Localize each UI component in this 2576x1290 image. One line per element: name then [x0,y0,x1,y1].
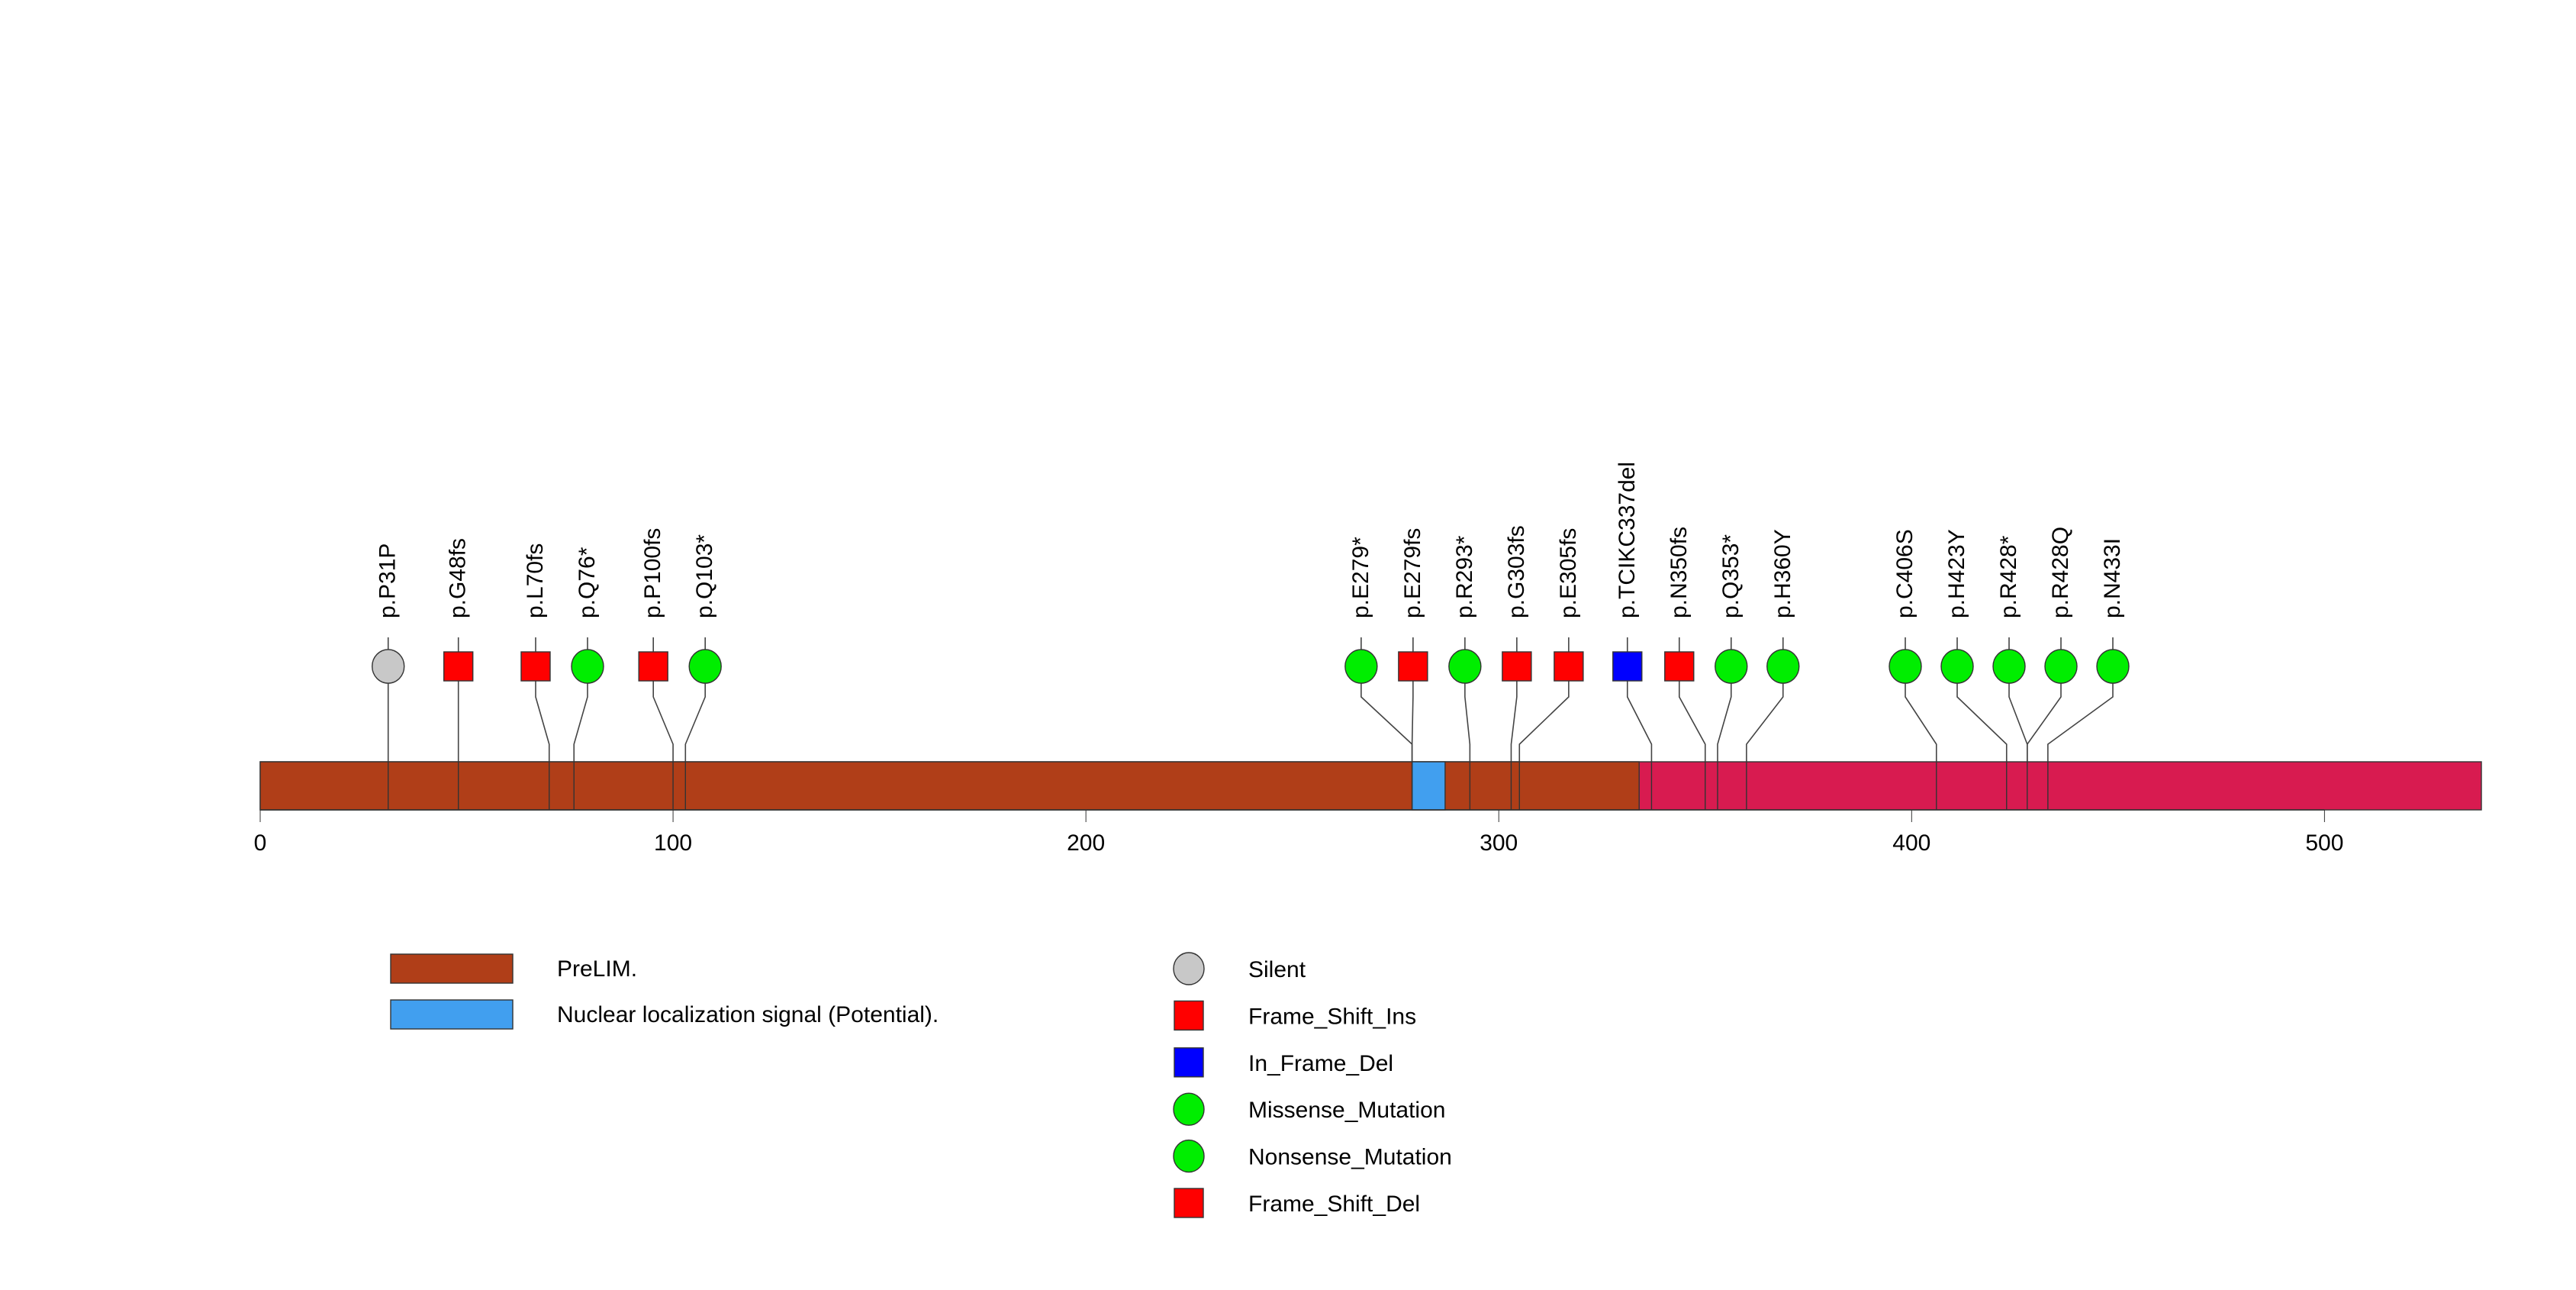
x-axis-tick-label: 400 [1892,830,1930,856]
legend-marker-circle [1173,952,1205,985]
mutation-label: p.Q76* [575,547,600,618]
x-axis-tick-label: 200 [1067,830,1105,856]
mutation-marker-circle [1715,649,1748,684]
mutation-p-tcikc337del: p.TCIKC337del [1612,462,1653,810]
legend-mutation-label: Frame_Shift_Del [1248,1192,1420,1217]
mutation-p-q103-: p.Q103* [684,534,722,810]
domain-prelim [259,761,1640,811]
legend-marker-square [1174,1000,1204,1031]
legend-domain-label: Nuclear localization signal (Potential). [557,1002,939,1027]
legend-mutation-label: Silent [1248,957,1306,982]
protein-backbone-layer [259,761,2482,811]
mutation-p-n433i: p.N433I [2047,538,2130,810]
mutation-label: p.Q103* [692,534,717,618]
legend-domain-swatch [390,953,514,984]
mutation-label: p.R428* [1996,535,2021,618]
mutation-label: p.E279fs [1400,528,1425,618]
mutation-marker-square [1554,651,1584,682]
mutation-marker-circle [1889,649,1922,684]
legend-mutation-label: In_Frame_Del [1248,1051,1393,1076]
legend-marker-circle [1173,1092,1205,1126]
mutation-label: p.N433I [2100,538,2125,618]
mutation-marker-circle [1766,649,1800,684]
legend-marker-square [1174,1047,1204,1078]
mutation-label: p.H360Y [1770,529,1795,618]
x-axis-tick-label: 0 [254,830,267,856]
mutation-label: p.H423Y [1944,529,1969,618]
mutation-label: p.Q353* [1718,534,1744,618]
mutation-p-p100fs: p.P100fs [638,528,674,810]
mutation-marker-circle [2044,649,2078,684]
mutation-label: p.C406S [1892,529,1918,618]
x-axis-tick-label: 500 [2305,830,2343,856]
mutation-p-q76-: p.Q76* [571,547,604,810]
mutation-label: p.G48fs [446,538,471,618]
mutation-marker-circle [688,649,722,684]
mutation-layer: p.P31P p.G48fs p.L70fs p.Q76* p.P100fs p.Q103… [372,462,2130,810]
mutation-label: p.G303fs [1504,525,1529,618]
mutation-marker-circle [1992,649,2026,684]
mutation-marker-square [1502,651,1532,682]
legend-marker-square [1174,1188,1204,1218]
mutation-marker-square [1664,651,1695,682]
mutation-label: p.R428Q [2048,527,2073,618]
mutation-marker-square [1398,651,1428,682]
mutation-p-g303fs: p.G303fs [1502,525,1532,810]
mutation-p-q353-: p.Q353* [1715,534,1748,810]
mutation-p-p31p: p.P31P [372,543,405,810]
mutation-label: p.E305fs [1556,528,1581,618]
mutation-marker-circle [1940,649,1974,684]
mutation-p-r293-: p.R293* [1448,535,1482,810]
mutation-label: p.L70fs [523,543,548,618]
legend-mutation-label: Frame_Shift_Ins [1248,1004,1416,1029]
mutation-p-r428q: p.R428Q [2027,527,2078,810]
legend-mutation-label: Missense_Mutation [1248,1098,1445,1123]
x-axis-tick-label: 300 [1480,830,1518,856]
mutation-marker-circle [1448,649,1482,684]
mutation-p-g48fs: p.G48fs [443,538,474,810]
mutation-marker-square [520,651,551,682]
mutation-p-e305fs: p.E305fs [1518,528,1584,810]
legend-domain-label: PreLIM. [557,956,637,982]
mutation-marker-square [1612,651,1643,682]
mutation-label: p.N350fs [1666,527,1692,618]
mutation-label: p.P100fs [640,528,665,618]
domain-nls [1411,761,1446,811]
x-axis-tick-label: 100 [654,830,692,856]
mutation-label: p.TCIKC337del [1615,462,1640,618]
mutation-marker-circle [372,649,405,684]
mutation-label: p.P31P [375,543,401,618]
mutation-p-h360y: p.H360Y [1746,529,1800,810]
mutation-label: p.E279* [1348,537,1373,618]
mutation-marker-square [638,651,668,682]
mutation-marker-circle [2096,649,2130,684]
legend-domain-swatch [390,999,514,1030]
mutation-p-r428-: p.R428* [1992,535,2028,810]
mutation-marker-square [443,651,474,682]
mutation-marker-circle [571,649,604,684]
mutation-p-e279-: p.E279* [1344,537,1413,810]
legend-marker-circle [1173,1139,1205,1173]
mutation-label: p.R293* [1452,535,1477,618]
legend: PreLIM. Nuclear localization signal (Pote… [390,952,1452,1218]
legend-mutation-label: Nonsense_Mutation [1248,1145,1452,1170]
mutation-marker-circle [1344,649,1378,684]
x-axis: 0 100 200 300 400 500 [254,809,2343,856]
